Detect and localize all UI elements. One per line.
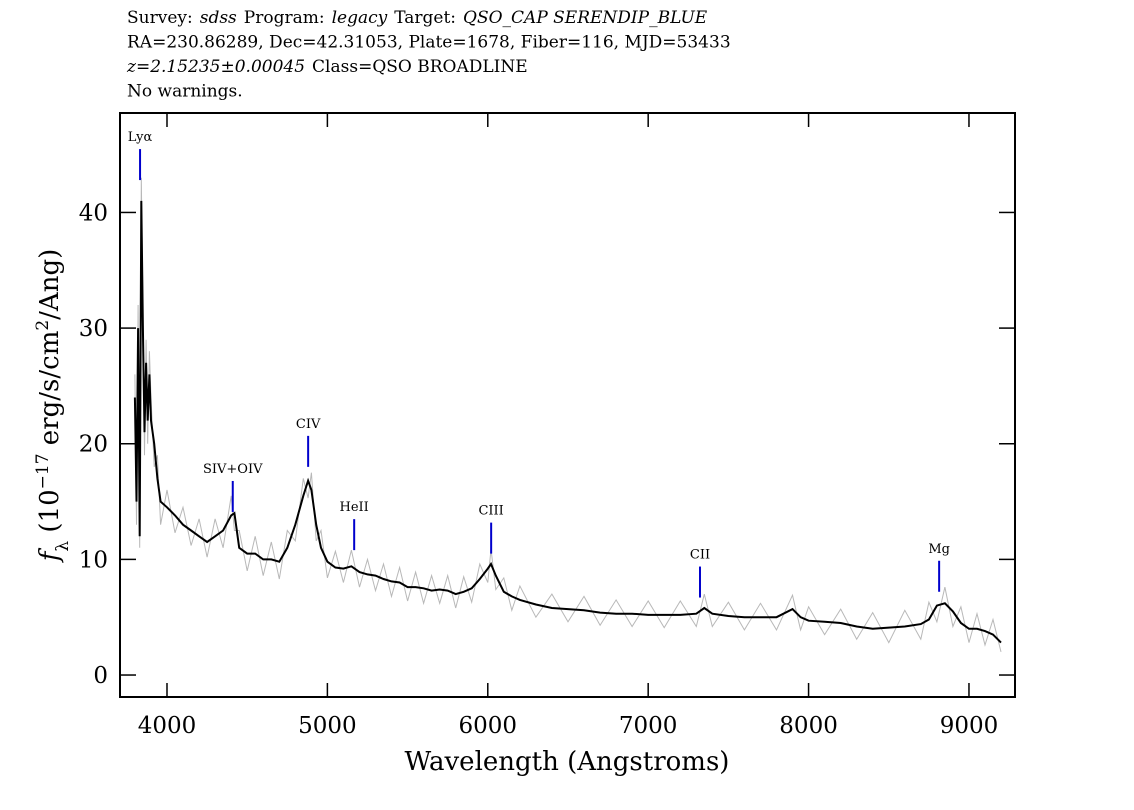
plot-frame (119, 112, 1016, 698)
line-label: SIV+OIV (203, 462, 263, 477)
x-axis-label: Wavelength (Angstroms) (405, 747, 730, 777)
header-text: Class=QSO BROADLINE (312, 57, 528, 77)
spectrum-line (133, 200, 1002, 644)
y-tick-label: 10 (79, 547, 108, 573)
line-label: Lyα (128, 130, 153, 145)
y-axis-label-part: (10 (35, 489, 65, 541)
x-tick-label: 8000 (779, 713, 838, 739)
line-label: CIV (296, 417, 321, 432)
x-tick-label: 5000 (298, 713, 357, 739)
header-text: Survey: (127, 8, 193, 28)
y-axis-label-part: erg/s/cm (35, 331, 65, 454)
header-text: QSO_CAP SERENDIP_BLUE (463, 8, 708, 28)
y-tick-label: 30 (79, 316, 108, 342)
header-line: z=2.15235±0.00045 Class=QSO BROADLINE (126, 57, 528, 77)
y-tick-label: 0 (93, 663, 108, 689)
x-tick-label: 6000 (459, 713, 518, 739)
header-line: RA=230.86289, Dec=42.31053, Plate=1678, … (127, 33, 731, 53)
header-text: sdss (200, 8, 237, 28)
x-tick-label: 4000 (138, 713, 197, 739)
line-label: CIII (478, 504, 503, 519)
y-axis-label: fλ (10−17 erg/s/cm2/Ang) (33, 249, 73, 564)
line-label: CII (690, 548, 710, 563)
header-line: Survey: sdss Program: legacy Target: QSO_CAP … (127, 8, 708, 28)
y-axis-label-part: −17 (33, 453, 53, 489)
header-text: Program: (244, 8, 325, 28)
header-text: No warnings. (127, 82, 243, 102)
header-text: RA=230.86289, Dec=42.31053, Plate=1678, … (127, 33, 731, 53)
y-tick-label: 20 (79, 432, 108, 458)
x-tick-label: 9000 (940, 713, 999, 739)
y-axis-label-part: 2 (33, 320, 53, 331)
y-axis-label-part: /Ang) (35, 249, 65, 320)
spectrum-line (134, 177, 1002, 653)
x-tick-label: 7000 (619, 713, 678, 739)
header-text: legacy (332, 8, 388, 28)
y-axis-label-part: λ (53, 541, 73, 552)
line-label: HeII (340, 500, 369, 515)
header-text: Target: (394, 8, 456, 28)
header-text: z=2.15235±0.00045 (126, 57, 305, 77)
y-tick-label: 40 (79, 200, 108, 226)
line-label: Mg (928, 542, 950, 557)
header-line: No warnings. (127, 82, 243, 102)
